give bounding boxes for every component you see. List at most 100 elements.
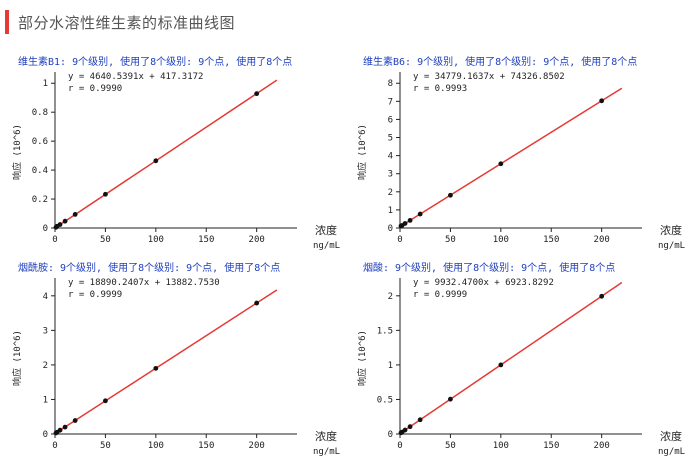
data-point <box>62 218 68 224</box>
correlation-coefficient: r = 0.9999 <box>68 290 122 300</box>
y-tick-label: 4 <box>388 152 393 162</box>
data-point <box>599 293 605 299</box>
title-accent-bar <box>5 10 9 34</box>
x-tick-label: 200 <box>594 235 610 245</box>
regression-equation: y = 18890.2407x + 13882.7530 <box>68 278 220 288</box>
x-tick-label: 50 <box>445 235 456 245</box>
data-point <box>103 191 108 197</box>
x-axis-label: 浓度 <box>660 429 682 443</box>
chart-nicotinamide: 烟酰胺: 9个级别, 使用了8个级别: 9个点, 使用了8个点 y = 18890… <box>11 261 340 457</box>
y-tick-label: 0 <box>388 430 393 440</box>
x-tick-label: 150 <box>543 441 559 451</box>
regression-equation: y = 9932.4700x + 6923.8292 <box>413 278 554 288</box>
y-tick-label: 1 <box>388 361 393 371</box>
data-point <box>599 98 605 104</box>
x-tick-label: 50 <box>100 235 111 245</box>
y-tick-label: 5 <box>388 134 393 144</box>
y-tick-label: 0 <box>43 430 48 440</box>
y-tick-label: 1 <box>43 395 48 405</box>
fit-line <box>54 79 278 229</box>
data-point <box>407 218 413 223</box>
y-tick-label: 7 <box>388 97 393 107</box>
x-tick-label: 0 <box>52 235 57 245</box>
x-tick-label: 150 <box>198 441 214 451</box>
data-point <box>417 417 423 423</box>
x-tick-label: 150 <box>198 235 214 245</box>
x-tick-label: 0 <box>397 441 402 451</box>
data-point <box>62 424 68 430</box>
y-tick-label: 0.5 <box>377 395 393 405</box>
y-tick-label: 0 <box>388 224 393 234</box>
data-point <box>57 427 63 433</box>
x-axis-unit: ng/mL <box>313 241 340 251</box>
x-axis-unit: ng/mL <box>658 241 685 251</box>
fit-line <box>54 289 278 435</box>
data-point <box>153 365 159 371</box>
chart-title: 烟酰胺: 9个级别, 使用了8个级别: 9个点, 使用了8个点 <box>18 261 280 274</box>
y-axis-label: 响应 (10^6) <box>356 330 368 386</box>
y-tick-label: 3 <box>43 326 48 336</box>
chart-vitamin-b6: 维生素B6: 9个级别, 使用了8个级别: 9个点, 使用了8个点 y = 347… <box>356 55 685 251</box>
x-axis-unit: ng/mL <box>313 447 340 457</box>
x-tick-label: 100 <box>148 235 164 245</box>
x-tick-label: 0 <box>52 441 57 451</box>
correlation-coefficient: r = 0.9993 <box>413 84 467 94</box>
data-point <box>407 424 413 430</box>
x-axis-label: 浓度 <box>315 429 337 443</box>
y-tick-label: 2 <box>43 361 48 371</box>
y-tick-label: 8 <box>388 79 393 89</box>
x-tick-label: 0 <box>397 235 402 245</box>
data-point <box>402 427 408 433</box>
x-tick-label: 100 <box>148 441 164 451</box>
chart-panel-vitamin-b1: 维生素B1: 9个级别, 使用了8个级别: 9个点, 使用了8个点 y = 464… <box>0 52 345 267</box>
data-point <box>72 418 78 423</box>
y-axis-label: 响应 (10^6) <box>11 124 23 180</box>
y-tick-label: 4 <box>43 292 48 302</box>
y-tick-label: 1.5 <box>377 326 393 336</box>
y-tick-label: 0.8 <box>32 108 48 118</box>
fit-line <box>399 281 623 435</box>
chart-panel-nicotinic-acid: 烟酸: 9个级别, 使用了8个级别: 9个点, 使用了8个点 y = 9932.4… <box>345 258 690 473</box>
x-axis-unit: ng/mL <box>658 447 685 457</box>
fit-line <box>399 87 623 228</box>
chart-vitamin-b1: 维生素B1: 9个级别, 使用了8个级别: 9个点, 使用了8个点 y = 464… <box>11 55 340 251</box>
x-tick-label: 200 <box>249 235 265 245</box>
y-tick-label: 0.6 <box>32 137 48 147</box>
y-tick-label: 0.4 <box>32 166 48 176</box>
y-axis-label: 响应 (10^6) <box>356 124 368 180</box>
x-tick-label: 100 <box>493 441 509 451</box>
y-tick-label: 2 <box>388 292 393 302</box>
chart-title: 烟酸: 9个级别, 使用了8个级别: 9个点, 使用了8个点 <box>363 261 615 274</box>
correlation-coefficient: r = 0.9999 <box>413 290 467 300</box>
data-point <box>254 91 260 97</box>
data-point <box>103 398 108 404</box>
y-tick-label: 1 <box>43 79 48 89</box>
data-point <box>402 221 408 226</box>
data-point <box>153 158 159 164</box>
y-tick-label: 0.2 <box>32 195 48 205</box>
correlation-coefficient: r = 0.9990 <box>68 84 122 94</box>
chart-nicotinic-acid: 烟酸: 9个级别, 使用了8个级别: 9个点, 使用了8个点 y = 9932.4… <box>356 261 685 457</box>
chart-panel-vitamin-b6: 维生素B6: 9个级别, 使用了8个级别: 9个点, 使用了8个点 y = 347… <box>345 52 690 267</box>
x-axis-label: 浓度 <box>660 223 682 237</box>
data-point <box>448 192 453 198</box>
data-point <box>498 161 504 167</box>
y-tick-label: 1 <box>388 206 393 216</box>
x-tick-label: 200 <box>594 441 610 451</box>
x-tick-label: 50 <box>445 441 456 451</box>
data-point <box>72 211 78 217</box>
chart-panel-nicotinamide: 烟酰胺: 9个级别, 使用了8个级别: 9个点, 使用了8个点 y = 18890… <box>0 258 345 473</box>
chart-title: 维生素B1: 9个级别, 使用了8个级别: 9个点, 使用了8个点 <box>18 55 292 68</box>
y-tick-label: 2 <box>388 188 393 198</box>
page-title: 部分水溶性维生素的标准曲线图 <box>18 14 236 32</box>
data-point <box>417 211 423 217</box>
chart-title: 维生素B6: 9个级别, 使用了8个级别: 9个点, 使用了8个点 <box>363 55 637 68</box>
page-header: 部分水溶性维生素的标准曲线图 <box>0 0 690 44</box>
x-tick-label: 100 <box>493 235 509 245</box>
x-tick-label: 200 <box>249 441 265 451</box>
regression-equation: y = 4640.5391x + 417.3172 <box>68 72 203 82</box>
data-point <box>254 300 260 306</box>
data-point <box>448 396 453 402</box>
y-tick-label: 6 <box>388 115 393 125</box>
data-point <box>57 222 63 227</box>
